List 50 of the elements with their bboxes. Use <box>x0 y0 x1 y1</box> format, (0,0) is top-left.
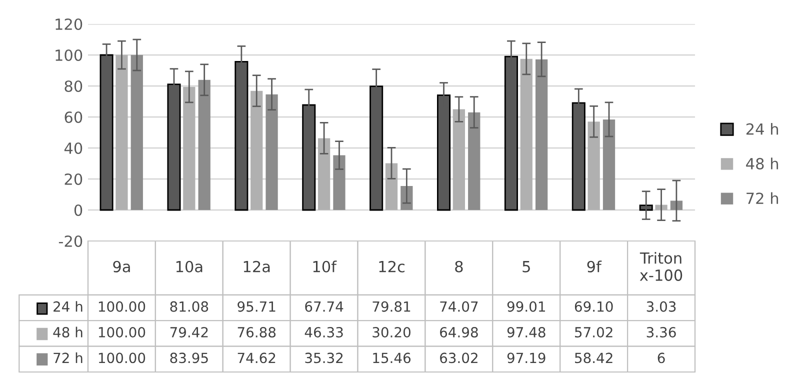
x-tick-label: 10a <box>176 260 202 272</box>
text: 72 h <box>54 352 82 363</box>
x-tick-label: 5 <box>522 261 530 272</box>
data-label: 83.95 <box>170 352 208 364</box>
data-label: 15.46 <box>373 352 411 364</box>
y-tick-label: 60 <box>64 111 82 124</box>
data-label: 97.48 <box>507 326 546 338</box>
data-label: 74.62 <box>238 352 276 364</box>
data-label: 58.42 <box>575 352 612 364</box>
x-tick-label: 12c <box>379 260 404 272</box>
data-label: 100.00 <box>98 352 146 364</box>
x-tick-label: 9f <box>587 260 602 272</box>
y-tick-label: 100 <box>56 49 82 62</box>
data-label: 99.01 <box>507 301 545 312</box>
data-label: 69.10 <box>574 301 613 312</box>
data-label: 97.19 <box>507 352 546 364</box>
y-tick-label: -20 <box>58 235 82 248</box>
data-label: 3.36 <box>646 326 676 338</box>
legend-label: 72 h <box>746 192 778 204</box>
text: 48 h <box>53 326 82 338</box>
legend-label: 48 h <box>746 158 778 170</box>
y-tick-label: 20 <box>64 173 82 186</box>
data-label: 100.00 <box>98 326 146 338</box>
x-tick-label: 12a <box>244 260 270 272</box>
y-tick-label: 80 <box>64 80 82 92</box>
x-tick-label: Triton x-100 <box>640 252 682 281</box>
data-label: 74.07 <box>440 301 478 312</box>
data-label: 57.02 <box>575 326 612 338</box>
data-label: 76.88 <box>238 326 276 338</box>
data-label: 79.42 <box>170 326 208 338</box>
x-tick-label: 9a <box>113 260 130 272</box>
data-label: 35.32 <box>305 352 343 364</box>
data-label: 3.03 <box>646 301 676 312</box>
data-label: 63.02 <box>440 352 478 364</box>
text: 24 h <box>746 123 778 135</box>
data-label: 67.74 <box>305 301 344 312</box>
data-label: 64.98 <box>440 326 478 338</box>
data-label: 95.71 <box>238 301 276 312</box>
y-tick-label: 40 <box>64 142 82 154</box>
x-tick-label: 8 <box>455 260 463 272</box>
data-label: 46.33 <box>304 326 343 338</box>
data-label: 81.08 <box>170 301 208 312</box>
x-tick-label: 10f <box>313 260 337 272</box>
y-tick-label: 120 <box>56 18 82 30</box>
legend-label: 24 h <box>54 301 82 312</box>
data-label: 100.00 <box>98 301 146 312</box>
data-label: 30.20 <box>372 326 410 338</box>
y-tick-label: 0 <box>74 204 82 216</box>
data-label: 6 <box>658 352 665 364</box>
data-label: 79.81 <box>372 301 410 312</box>
